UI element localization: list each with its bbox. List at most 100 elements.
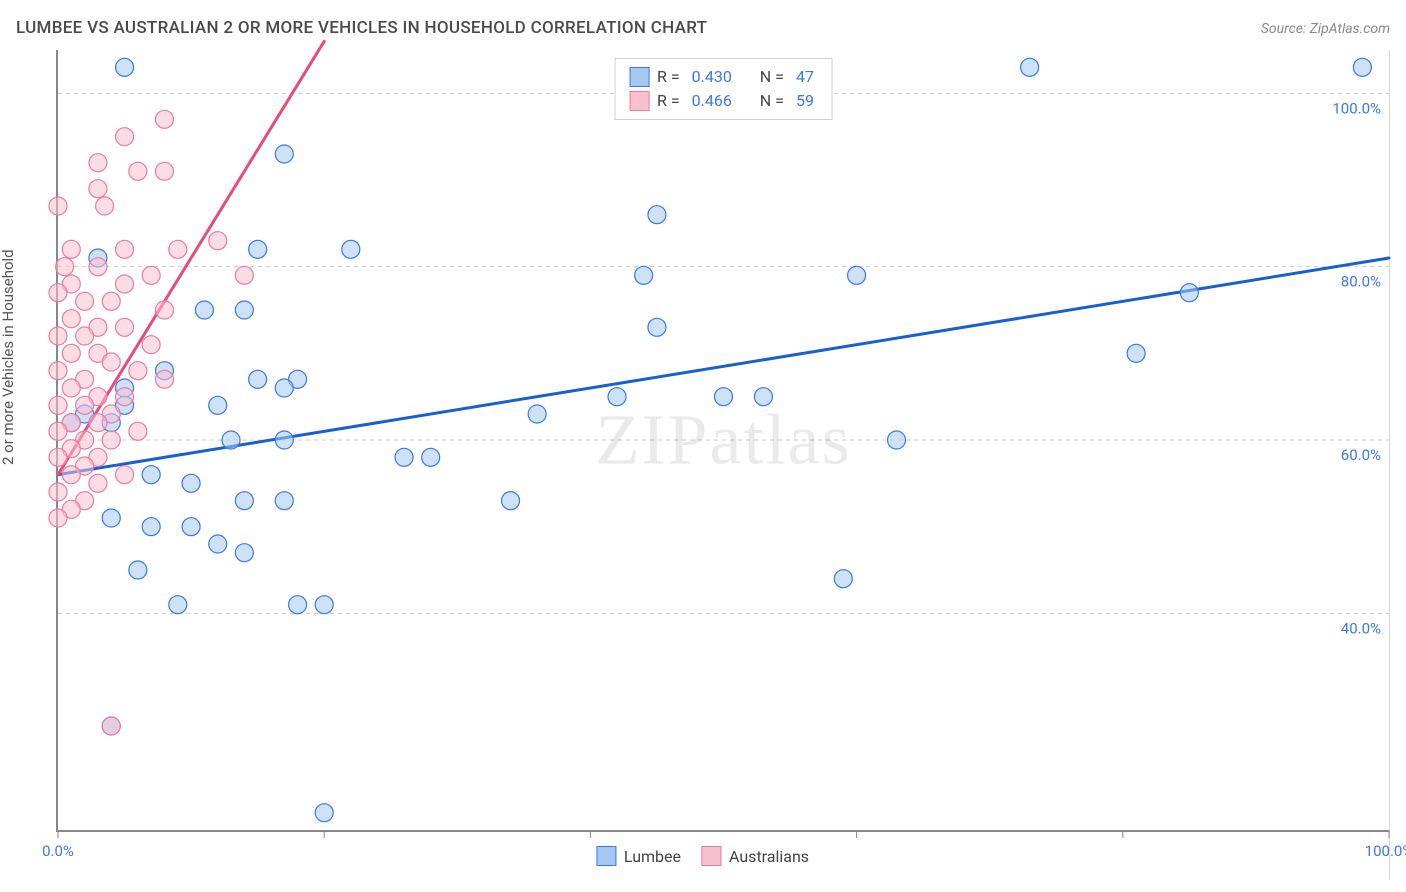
- scatter-point: [275, 492, 293, 510]
- legend-swatch-lumbee: [629, 67, 649, 87]
- scatter-point: [648, 206, 666, 224]
- plot-area: ZIPatlas 40.0%60.0%80.0%100.0%0.0%100.0%…: [56, 50, 1389, 832]
- scatter-point: [275, 431, 293, 449]
- scatter-point: [116, 128, 134, 146]
- y-tick-label: 80.0%: [1341, 273, 1381, 291]
- scatter-point: [209, 535, 227, 553]
- scatter-point: [275, 379, 293, 397]
- scatter-point: [116, 318, 134, 336]
- chart-header: LUMBEE VS AUSTRALIAN 2 OR MORE VEHICLES …: [16, 18, 1390, 38]
- scatter-point: [648, 318, 666, 336]
- chart-svg: 40.0%60.0%80.0%100.0%0.0%100.0%: [58, 50, 1389, 830]
- scatter-point: [182, 474, 200, 492]
- scatter-point: [528, 405, 546, 423]
- legend-swatch-australians: [701, 846, 721, 866]
- scatter-point: [62, 310, 80, 328]
- scatter-point: [209, 396, 227, 414]
- legend-label: Lumbee: [624, 847, 681, 866]
- n-label: N =: [760, 89, 784, 113]
- scatter-point: [155, 370, 173, 388]
- scatter-point: [235, 301, 253, 319]
- scatter-point: [249, 370, 267, 388]
- x-tick-label: 100.0%: [1365, 842, 1406, 860]
- n-label: N =: [760, 65, 784, 89]
- scatter-point: [1127, 344, 1145, 362]
- scatter-point: [62, 344, 80, 362]
- scatter-point: [102, 717, 120, 735]
- scatter-point: [62, 379, 80, 397]
- chart-title: LUMBEE VS AUSTRALIAN 2 OR MORE VEHICLES …: [16, 18, 707, 38]
- scatter-point: [142, 266, 160, 284]
- scatter-point: [89, 414, 107, 432]
- scatter-point: [1353, 58, 1371, 76]
- scatter-point: [129, 362, 147, 380]
- legend-swatch-australians: [629, 91, 649, 111]
- scatter-point: [116, 466, 134, 484]
- scatter-point: [102, 431, 120, 449]
- scatter-point: [49, 483, 67, 501]
- scatter-point: [289, 596, 307, 614]
- legend-top-row-0: R = 0.430 N = 47: [629, 65, 818, 89]
- r-label: R =: [657, 89, 680, 113]
- scatter-point: [76, 327, 94, 345]
- scatter-point: [142, 518, 160, 536]
- scatter-point: [116, 240, 134, 258]
- scatter-point: [422, 448, 440, 466]
- scatter-point: [195, 301, 213, 319]
- scatter-point: [56, 258, 74, 276]
- scatter-point: [715, 388, 733, 406]
- scatter-point: [155, 162, 173, 180]
- scatter-point: [888, 431, 906, 449]
- scatter-point: [89, 258, 107, 276]
- plot-container: 2 or more Vehicles in Household ZIPatlas…: [16, 50, 1390, 880]
- scatter-point: [169, 596, 187, 614]
- scatter-point: [49, 327, 67, 345]
- scatter-point: [635, 266, 653, 284]
- scatter-point: [129, 422, 147, 440]
- scatter-point: [49, 284, 67, 302]
- scatter-point: [235, 492, 253, 510]
- r-value: 0.430: [692, 65, 732, 89]
- scatter-point: [49, 422, 67, 440]
- scatter-point: [62, 240, 80, 258]
- scatter-point: [315, 596, 333, 614]
- chart-source: Source: ZipAtlas.com: [1261, 21, 1390, 37]
- scatter-point: [116, 275, 134, 293]
- scatter-point: [102, 353, 120, 371]
- scatter-point: [89, 474, 107, 492]
- legend-label: Australians: [729, 847, 809, 866]
- scatter-point: [249, 240, 267, 258]
- legend-entry-australians: Australians: [701, 846, 809, 866]
- scatter-point: [142, 336, 160, 354]
- scatter-point: [342, 240, 360, 258]
- scatter-point: [49, 509, 67, 527]
- scatter-point: [222, 431, 240, 449]
- scatter-point: [155, 301, 173, 319]
- scatter-point: [848, 266, 866, 284]
- legend-top-row-1: R = 0.466 N = 59: [629, 89, 818, 113]
- n-value: 59: [796, 89, 814, 113]
- scatter-point: [49, 396, 67, 414]
- r-label: R =: [657, 65, 680, 89]
- scatter-point: [76, 396, 94, 414]
- scatter-point: [235, 266, 253, 284]
- scatter-point: [116, 58, 134, 76]
- scatter-point: [169, 240, 187, 258]
- scatter-point: [49, 197, 67, 215]
- scatter-point: [102, 292, 120, 310]
- r-value: 0.466: [692, 89, 732, 113]
- scatter-point: [49, 448, 67, 466]
- scatter-point: [49, 362, 67, 380]
- scatter-point: [89, 154, 107, 172]
- legend-swatch-lumbee: [596, 846, 616, 866]
- x-tick-label: 0.0%: [42, 842, 74, 860]
- legend-entry-lumbee: Lumbee: [596, 846, 681, 866]
- scatter-point: [502, 492, 520, 510]
- scatter-point: [1180, 284, 1198, 302]
- n-value: 47: [796, 65, 814, 89]
- scatter-point: [209, 232, 227, 250]
- scatter-point: [395, 448, 413, 466]
- y-axis-title: 2 or more Vehicles in Household: [0, 249, 17, 465]
- scatter-point: [102, 509, 120, 527]
- legend-bottom: Lumbee Australians: [596, 846, 809, 866]
